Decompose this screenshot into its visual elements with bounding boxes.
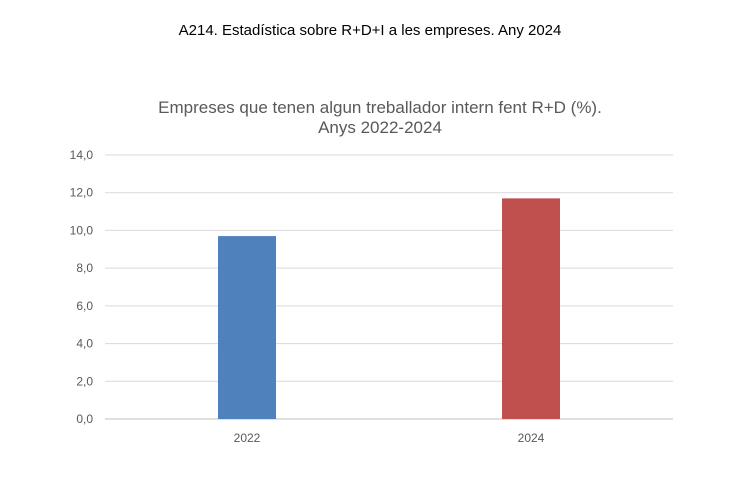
y-tick-label: 6,0 — [76, 299, 93, 313]
y-tick-label: 4,0 — [76, 337, 93, 351]
y-tick-label: 10,0 — [70, 223, 94, 237]
y-tick-label: 14,0 — [70, 148, 94, 162]
chart-title: Empreses que tenen algun treballador int… — [0, 98, 740, 138]
bar-2024 — [502, 198, 560, 419]
x-tick-label: 2022 — [234, 431, 261, 445]
y-tick-label: 8,0 — [76, 261, 93, 275]
y-tick-label: 2,0 — [76, 374, 93, 388]
chart-title-line2: Anys 2022-2024 — [318, 118, 442, 137]
x-tick-label: 2024 — [518, 431, 545, 445]
page-title: A214. Estadística sobre R+D+I a les empr… — [178, 22, 562, 39]
chart-title-line1: Empreses que tenen algun treballador int… — [158, 98, 602, 117]
bar-2022 — [218, 236, 276, 419]
y-tick-label: 0,0 — [76, 412, 93, 426]
y-tick-label: 12,0 — [70, 186, 94, 200]
